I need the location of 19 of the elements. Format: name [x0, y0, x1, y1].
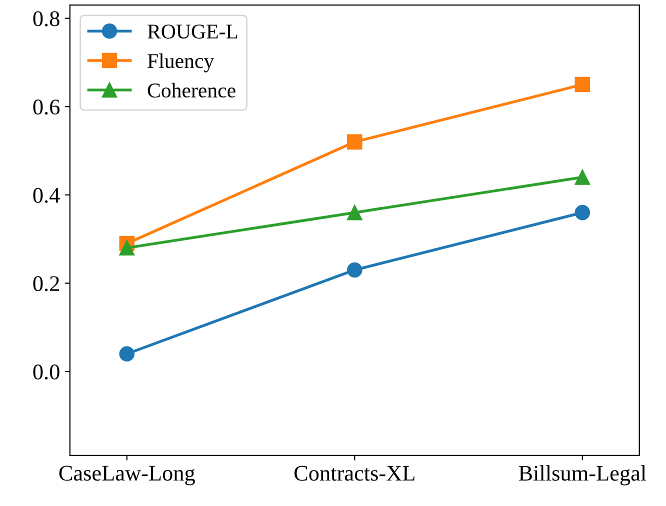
- point: [574, 170, 590, 185]
- x-tick-label: Contracts-XL: [294, 466, 414, 481]
- x-tick-label: CaseLaw-Long: [59, 466, 195, 486]
- legend-label: Fluency: [148, 53, 214, 72]
- point: [574, 204, 590, 220]
- legend-label: Coherence: [148, 82, 236, 98]
- point: [119, 346, 135, 362]
- y-tick-label: 0.2: [33, 276, 59, 292]
- y-tick-label: 0.6: [33, 100, 60, 115]
- x-tick-label: Billsum-Legal: [518, 465, 646, 486]
- point: [347, 262, 362, 278]
- point: [119, 240, 135, 256]
- y-tick-label: 0.8: [33, 11, 60, 26]
- point: [574, 76, 590, 92]
- y-tick-label: 0.4: [33, 188, 60, 203]
- point: [347, 204, 362, 220]
- point: [347, 134, 362, 150]
- y-tick-label: 0.0: [33, 364, 60, 380]
- legend-label: ROUGE-L: [148, 24, 238, 39]
